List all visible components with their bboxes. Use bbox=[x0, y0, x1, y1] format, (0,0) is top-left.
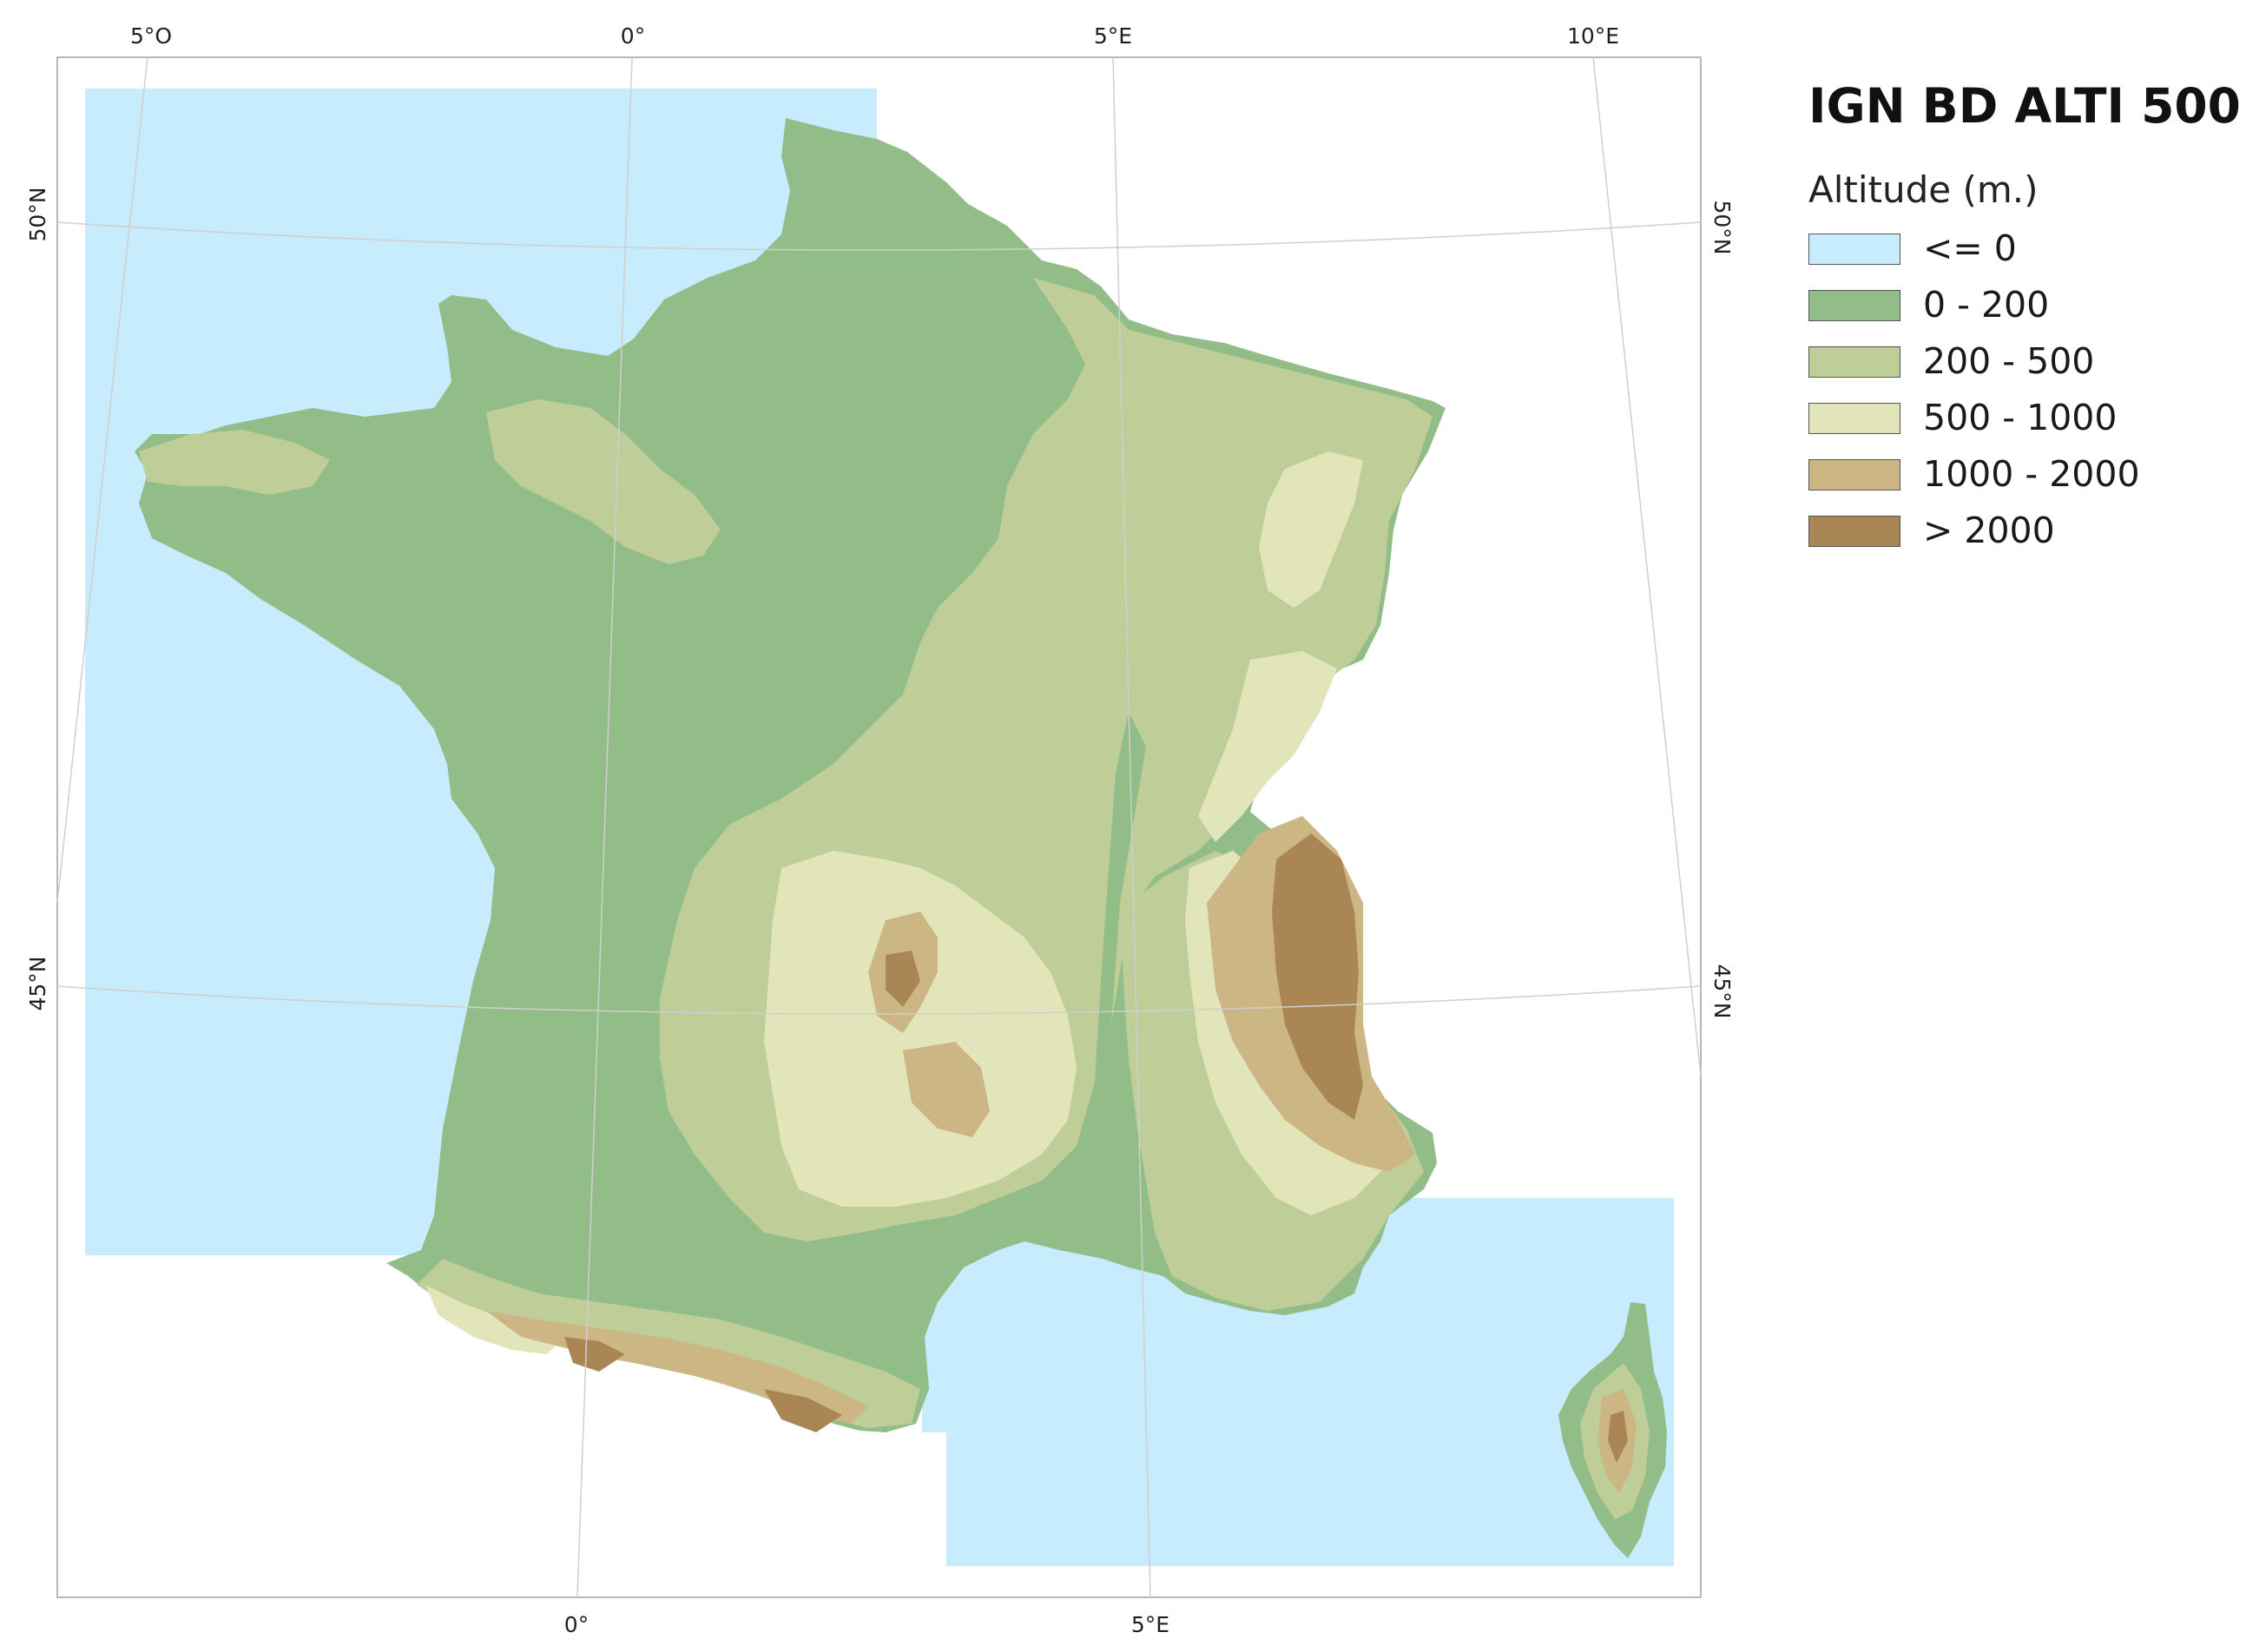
graticule-lat-45n bbox=[56, 985, 1702, 1015]
label-top-5e: 5°E bbox=[1094, 23, 1132, 49]
legend-item-above-2000: > 2000 bbox=[1808, 503, 2243, 559]
legend-swatch-above-2000 bbox=[1808, 515, 1900, 547]
legend-swatch-200-500 bbox=[1808, 346, 1900, 378]
label-bottom-5e: 5°E bbox=[1131, 1612, 1169, 1637]
graticule-lon-10e bbox=[1592, 56, 1702, 1077]
legend-title: Altitude (m.) bbox=[1808, 168, 2039, 211]
label-right-50n: 50°N bbox=[1709, 200, 1735, 254]
legend-label-1000-2000: 1000 - 2000 bbox=[1923, 453, 2140, 495]
rhone-valley bbox=[1094, 712, 1146, 1250]
legend-label-0-200: 0 - 200 bbox=[1923, 284, 2050, 326]
label-left-45n: 45°N bbox=[25, 956, 50, 1010]
elevation-above-2000 bbox=[564, 833, 1363, 1432]
legend-label-above-2000: > 2000 bbox=[1923, 510, 2055, 551]
graticule-lon-0 bbox=[576, 56, 633, 1598]
legend-label-sea: <= 0 bbox=[1923, 227, 2017, 269]
label-top-0: 0° bbox=[621, 23, 645, 49]
legend: IGN BD ALTI 500 Altitude (m.) <= 0 0 - 2… bbox=[1808, 82, 2243, 559]
legend-item-0-200: 0 - 200 bbox=[1808, 277, 2243, 333]
legend-swatch-500-1000 bbox=[1808, 402, 1900, 434]
graticule-lon-5e bbox=[1112, 56, 1151, 1598]
graticule-lon-5w bbox=[56, 56, 148, 904]
legend-swatch-1000-2000 bbox=[1808, 458, 1900, 490]
legend-item-200-500: 200 - 500 bbox=[1808, 333, 2243, 390]
label-top-5o: 5°O bbox=[130, 23, 172, 49]
label-top-10e: 10°E bbox=[1567, 23, 1619, 49]
graticule-lat-50n bbox=[56, 221, 1702, 251]
graticule-labels: 5°O 0° 5°E 10°E 0° 5°E 50°N 45°N 50°N 45… bbox=[25, 23, 1735, 1637]
label-bottom-0: 0° bbox=[564, 1612, 589, 1637]
map-title: IGN BD ALTI 500 bbox=[1808, 78, 2241, 134]
graticule-lines bbox=[56, 56, 1702, 1598]
legend-item-500-1000: 500 - 1000 bbox=[1808, 390, 2243, 446]
legend-swatch-sea bbox=[1808, 233, 1900, 265]
legend-item-sea: <= 0 bbox=[1808, 220, 2243, 277]
corsica bbox=[1558, 1302, 1667, 1558]
map-frame bbox=[56, 56, 1702, 1598]
legend-label-500-1000: 500 - 1000 bbox=[1923, 397, 2118, 438]
legend-item-1000-2000: 1000 - 2000 bbox=[1808, 446, 2243, 503]
label-right-45n: 45°N bbox=[1709, 964, 1735, 1018]
label-left-50n: 50°N bbox=[25, 187, 50, 241]
legend-swatch-0-200 bbox=[1808, 289, 1900, 321]
legend-label-200-500: 200 - 500 bbox=[1923, 340, 2095, 382]
